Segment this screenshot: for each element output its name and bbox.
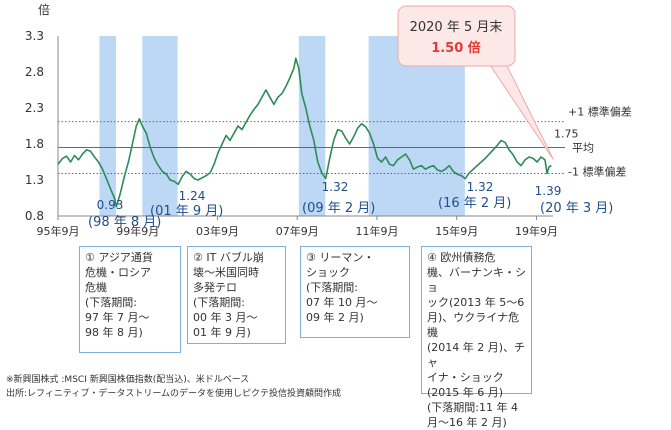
shaded-period-4 [298,36,326,216]
low-period-label: (98 年 8 月) [88,215,161,230]
low-period-label: (01 年 9 月) [150,204,223,219]
x-tick-label: 15年9月 [435,224,478,238]
low-period-label: (16 年 2 月) [438,196,511,211]
mean-label: 平均 [572,142,594,155]
footnote-2: 出所:レフィニティブ・データストリームのデータを使用しピクテ投信投資顧問作成 [6,389,342,399]
event-box-1: ① アジア通貨 危機・ロシア 危機 (下落期間: 97 年 7 月～ 98 年 … [79,246,181,353]
low-period-label: (20 年 3 月) [540,201,613,216]
shaded-period-1 [99,36,117,216]
y-unit-label: 倍 [38,2,50,17]
y-tick-label: 0.8 [25,209,44,223]
y-tick-label: 3.3 [25,29,44,43]
footnote-1: ※新興国株式 :MSCI 新興国株価指数(配当込)、米ドルベース [6,375,250,385]
y-tick-label: 1.8 [25,137,44,151]
callout-value: 1.50 倍 [431,40,481,56]
y-tick-label: 2.3 [25,101,44,115]
x-tick-label: 03年9月 [196,224,239,238]
event-box-3: ③ リーマン・ ショック (下落期間: 07 年 10 月～ 09 年 2 月) [300,246,410,338]
x-tick-label: 95年9月 [37,224,80,238]
event-box-4: ④ 欧州債務危 機、バーナンキ・ショ ック(2013 年 5～6 月)、ウクライ… [421,246,532,429]
low-value-label: 1.32 [322,180,349,194]
callout-date: 2020 年 5 月末 [410,20,503,35]
x-tick-label: 11年9月 [355,224,398,238]
y-tick-label: 1.3 [25,173,44,187]
low-value-label: 1.24 [179,189,206,203]
low-value-label: 0.93 [97,198,124,212]
low-value-label: 1.32 [467,180,494,194]
low-period-label: (09 年 2 月) [302,201,375,216]
x-tick-label: 99年9月 [116,224,159,238]
event-box-2: ② IT バブル崩 壊～米国同時 多発テロ (下落期間: 00 年 3 月～ 0… [187,246,286,344]
x-tick-label: 19年9月 [515,224,558,238]
shaded-period-3 [147,36,178,216]
callout: 2020 年 5 月末 1.50 倍 [397,5,554,160]
low-value-label: 1.39 [535,184,562,198]
series-line-1 [57,57,552,208]
plus-1sd-label: +1 標準偏差 [568,105,632,119]
x-tick-label: 07年9月 [276,224,319,238]
y-tick-label: 2.8 [25,65,44,79]
minus-1sd-label: -1 標準偏差 [568,165,626,179]
mean-value-label: 1.75 [554,128,579,141]
